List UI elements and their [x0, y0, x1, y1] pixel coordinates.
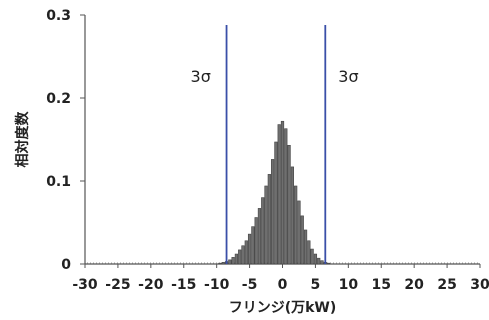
histogram-bar: [221, 262, 225, 265]
histogram-bar: [277, 124, 281, 265]
histogram-bar: [313, 253, 318, 265]
histogram-bar: [238, 249, 242, 265]
x-axis-title: フリンジ(万kW): [229, 300, 337, 316]
y-tick-label: 0.3: [46, 8, 71, 24]
histogram-bar: [231, 257, 235, 265]
y-tick-label: 0: [61, 257, 71, 273]
histogram-bar: [251, 226, 255, 265]
histogram-bar: [241, 245, 245, 265]
y-tick-label: 0.1: [46, 174, 71, 190]
plot-area: 0 0.1 0.2 0.3 -30 -25 -20 -15 -10 -5 0 5 10 15 20 25 30 3…: [14, 8, 489, 316]
histogram-bar: [257, 208, 262, 265]
x-tick-label: -20: [138, 277, 164, 293]
sigma-label: 3σ: [338, 67, 358, 86]
histogram-bar: [234, 253, 239, 265]
histogram-bar: [218, 262, 222, 265]
histogram-bar: [297, 200, 301, 265]
x-tick-label: -10: [204, 277, 230, 293]
x-tick-label: 10: [339, 277, 359, 293]
histogram-bar: [267, 174, 271, 265]
histogram-bar: [300, 215, 304, 265]
histogram-bar: [310, 248, 314, 265]
histogram-bar: [261, 197, 265, 265]
y-tick-label: 0.2: [46, 91, 71, 107]
x-tick-label: 15: [372, 277, 391, 293]
histogram-bar: [290, 166, 294, 265]
histogram-bar: [264, 185, 268, 265]
histogram-bar: [228, 259, 232, 265]
x-tick-label: 30: [470, 277, 489, 293]
histogram-bar: [254, 217, 258, 265]
x-tick-label: -30: [72, 277, 98, 293]
histogram-bar: [247, 233, 252, 265]
x-tick-label: -5: [242, 277, 258, 293]
x-tick-label: 0: [278, 277, 288, 293]
x-tick-label: 25: [437, 277, 456, 293]
histogram-bar: [274, 141, 278, 265]
histogram-bar: [284, 128, 288, 265]
x-tick-label: 5: [311, 277, 321, 293]
histogram-bar: [307, 240, 311, 265]
x-tick-label: -15: [171, 277, 196, 293]
histogram-bar: [320, 260, 324, 265]
x-tick-label: -25: [105, 277, 130, 293]
histogram-bar: [244, 240, 248, 265]
histogram-bar: [303, 229, 308, 265]
histogram-bar: [294, 185, 298, 265]
histogram-bar: [280, 120, 285, 265]
y-axis-title: 相対度数: [14, 111, 31, 168]
x-tick-label: 20: [404, 277, 424, 293]
histogram-bar: [317, 257, 321, 265]
histogram-bar: [326, 262, 331, 265]
histogram-bar: [287, 145, 291, 265]
histogram-bar: [271, 159, 275, 265]
sigma-label: 3σ: [191, 67, 211, 86]
